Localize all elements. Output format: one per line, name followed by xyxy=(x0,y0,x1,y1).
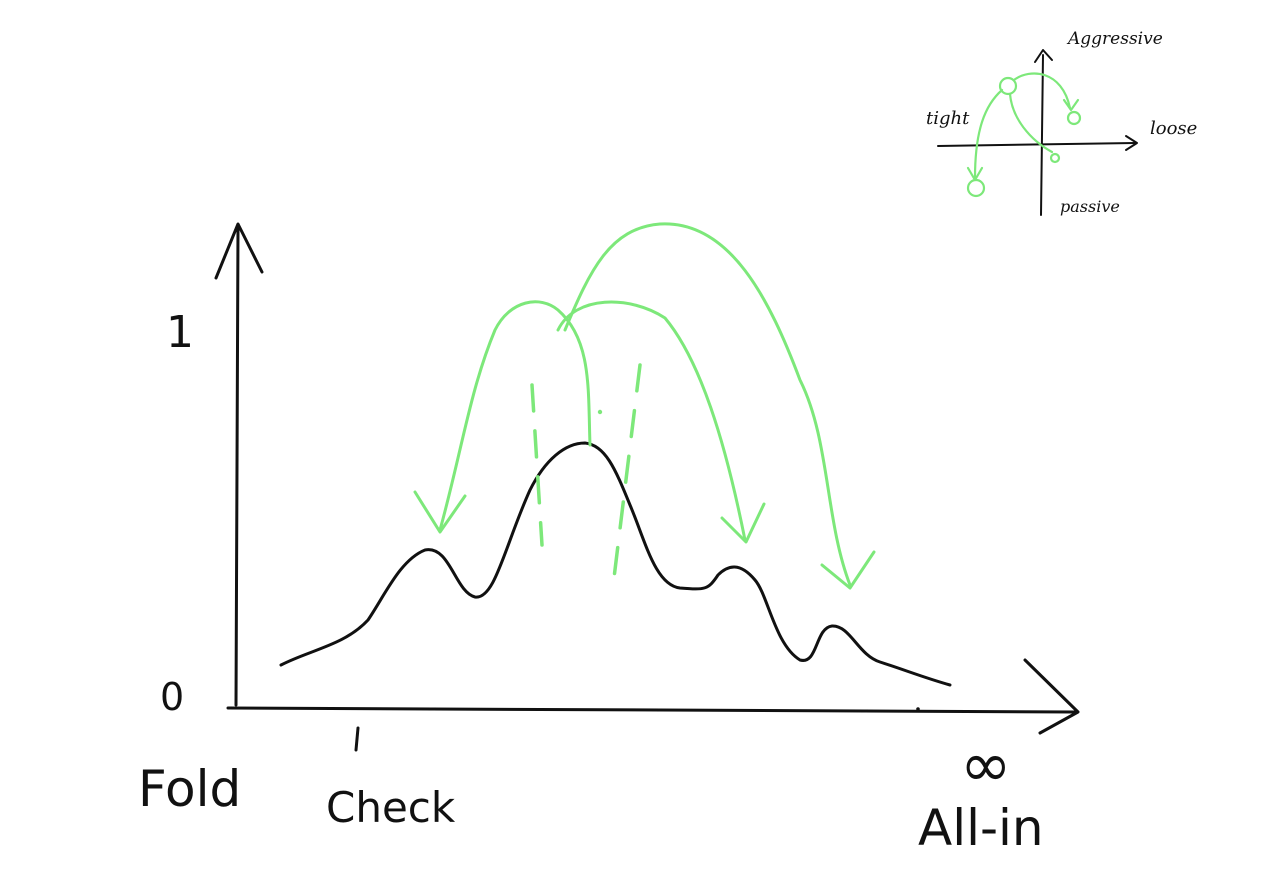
inset-start-circle xyxy=(998,76,1018,96)
inset-label-passive: passive xyxy=(1060,197,1120,216)
green-dot-mark xyxy=(597,409,603,415)
action-distribution-curve xyxy=(279,441,952,687)
green-arrows xyxy=(413,222,876,590)
main-axes xyxy=(214,222,1080,752)
center-dashed-lines xyxy=(530,363,642,580)
all-in-tick-dot xyxy=(916,707,920,711)
check-tick xyxy=(354,726,360,752)
y-axis-line xyxy=(234,226,240,707)
inset-axes xyxy=(937,49,1138,216)
inset-green-arrows xyxy=(966,72,1082,198)
inset-vertical-axis xyxy=(1040,54,1044,216)
inset-arrow-to-center xyxy=(1008,92,1054,154)
arrow-to-right-bump xyxy=(556,300,747,542)
y-label-zero: 0 xyxy=(160,675,184,719)
arrow-to-left-bump xyxy=(438,300,592,532)
right-dashed-line xyxy=(612,363,642,580)
x-axis-line xyxy=(226,706,1077,714)
inset-vertical-arrowhead xyxy=(1034,49,1053,63)
inset-tight-passive-circle xyxy=(966,178,986,198)
inset-label-aggressive: Aggressive xyxy=(1066,29,1163,49)
inset-arrow-to-aggressive xyxy=(1012,72,1072,110)
inset-center-circle xyxy=(1049,152,1061,164)
arrow-to-right-bump-head xyxy=(720,502,766,544)
arrow-to-left-bump-head xyxy=(413,490,467,534)
x-label-check: Check xyxy=(326,783,456,832)
inset-loose-aggressive-circle xyxy=(1066,110,1082,126)
left-dashed-line xyxy=(530,383,544,547)
inset-label-loose: loose xyxy=(1150,118,1197,139)
x-label-fold: Fold xyxy=(138,760,241,818)
inset-arrow-to-tight-head xyxy=(966,166,984,182)
arrow-to-far-right-bump-head xyxy=(820,550,876,590)
inset-label-tight: tight xyxy=(926,108,970,129)
arrow-to-far-right-bump xyxy=(563,222,852,587)
x-axis-arrowhead xyxy=(1023,658,1080,735)
inset-horizontal-arrowhead xyxy=(1125,135,1138,151)
style-quadrant-inset: Aggressive tight loose passive xyxy=(926,29,1197,216)
x-label-all-in: All-in xyxy=(918,799,1044,857)
y-axis-arrowhead xyxy=(214,222,264,280)
y-label-one: 1 xyxy=(166,307,194,358)
inset-arrow-to-aggressive-head xyxy=(1062,98,1080,112)
inset-horizontal-axis xyxy=(937,142,1136,147)
x-label-infinity: ∞ xyxy=(960,728,1012,801)
inset-arrow-to-tight xyxy=(973,88,1004,180)
